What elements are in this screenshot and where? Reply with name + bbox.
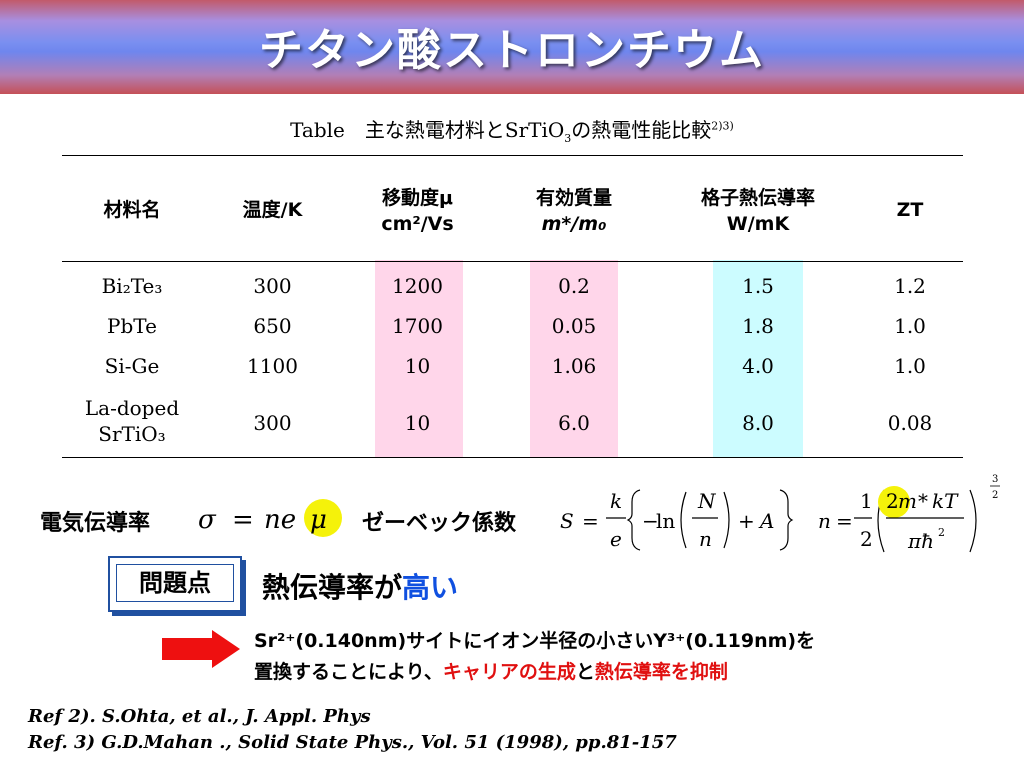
row2-mass: 0.05 xyxy=(551,314,597,338)
svg-text:A: A xyxy=(758,509,774,533)
row2-material: PbTe xyxy=(107,314,157,338)
slide-title: チタン酸ストロンチウム xyxy=(259,25,765,76)
header-temperature: 温度/K xyxy=(242,199,303,221)
row2-zt: 1.0 xyxy=(894,314,926,338)
issue-box: 問題点 xyxy=(108,556,242,612)
svg-text:2: 2 xyxy=(992,490,998,501)
svg-text:ln: ln xyxy=(656,509,675,533)
row4-zt: 0.08 xyxy=(887,411,933,435)
svg-text:kT: kT xyxy=(932,489,959,513)
svg-text:μ: μ xyxy=(310,505,327,535)
svg-text:3: 3 xyxy=(992,474,998,485)
svg-text:2: 2 xyxy=(860,527,873,551)
header-mass: 有効質量 xyxy=(535,187,612,209)
mass-column-highlight xyxy=(530,260,618,458)
svg-text:k: k xyxy=(610,489,622,513)
header-mobility-unit: cm²/Vs xyxy=(381,213,454,235)
svg-text:2: 2 xyxy=(886,489,899,513)
svg-text:+: + xyxy=(738,509,755,533)
issue-text: 熱伝導率が高い xyxy=(262,566,458,606)
svg-text:σ: σ xyxy=(198,505,217,535)
table-caption: Table 主な熱電材料とSrTiO3の熱電性能比較2)3) xyxy=(0,114,1024,145)
caption-text-suffix: の熱電性能比較 xyxy=(571,118,712,142)
svg-text:e: e xyxy=(610,527,622,551)
note-line1: Sr²⁺(0.140nm)サイトにイオン半径の小さいY³⁺(0.119nm)を xyxy=(254,630,816,652)
row1-kappa: 1.5 xyxy=(742,274,774,298)
reference-3: Ref. 3) G.D.Mahan ., Solid State Phys., … xyxy=(28,732,677,753)
svg-text:N: N xyxy=(697,489,717,513)
row3-material: Si-Ge xyxy=(104,354,160,378)
row3-mobility: 10 xyxy=(404,354,431,378)
row1-temp: 300 xyxy=(253,274,292,298)
reference-2: Ref 2). S.Ohta, et al., J. Appl. Phys xyxy=(28,706,371,727)
svg-text:S: S xyxy=(560,509,574,533)
header-kappa-unit: W/mK xyxy=(726,213,790,235)
row1-mass: 0.2 xyxy=(558,274,590,298)
note-suppress-thermal-conductivity: 熱伝導率を抑制 xyxy=(594,661,728,683)
header-kappa: 格子熱伝導率 xyxy=(700,187,815,209)
title-banner xyxy=(0,0,1024,94)
mobility-column-highlight xyxy=(375,260,463,458)
svg-text:2: 2 xyxy=(938,526,945,539)
caption-text: Table 主な熱電材料とSrTiO xyxy=(290,118,565,142)
row2-temp: 650 xyxy=(253,314,292,338)
svg-text:1: 1 xyxy=(860,489,873,513)
mu-highlight-circle xyxy=(304,499,342,537)
row3-kappa: 4.0 xyxy=(742,354,774,378)
caption-subscript: 3 xyxy=(564,132,572,145)
row4-mobility: 10 xyxy=(404,411,431,435)
row3-mass: 1.06 xyxy=(551,354,597,378)
row1-mobility: 1200 xyxy=(392,274,443,298)
svg-text:=: = xyxy=(582,509,599,533)
row4-material-line2: SrTiO₃ xyxy=(98,422,166,446)
svg-text:πħ: πħ xyxy=(907,529,934,553)
svg-text:n: n xyxy=(818,509,831,533)
header-mass-unit: m*/m₀ xyxy=(541,213,607,235)
row1-material: Bi₂Te₃ xyxy=(101,274,163,298)
issue-box-label: 問題点 xyxy=(116,564,234,602)
svg-text:=: = xyxy=(232,505,254,535)
row3-zt: 1.0 xyxy=(894,354,926,378)
row3-temp: 1100 xyxy=(247,354,298,378)
note-carrier-generation: キャリアの生成 xyxy=(442,661,576,683)
issue-text-prefix: 熱伝導率が xyxy=(262,571,403,604)
row4-kappa: 8.0 xyxy=(742,411,774,435)
svg-text:ne: ne xyxy=(264,505,296,535)
caption-superscript: 2)3) xyxy=(711,119,734,133)
seebeck-and-carrier-formulas: S = k e − ln N n + A n = 1 2 2 m * kT πħ… xyxy=(560,474,1000,553)
header-material: 材料名 xyxy=(103,199,161,221)
svg-text:−: − xyxy=(642,509,659,533)
conductivity-formula: σ = ne μ xyxy=(198,499,342,537)
svg-text:n: n xyxy=(699,527,712,551)
note-line2: 置換することにより、キャリアの生成と熱伝導率を抑制 xyxy=(254,657,728,684)
right-arrow-icon xyxy=(162,630,240,668)
table-header-rule xyxy=(62,261,963,262)
note-line2-mid: と xyxy=(575,661,595,683)
header-mobility: 移動度μ xyxy=(382,187,453,209)
row1-zt: 1.2 xyxy=(894,274,926,298)
svg-text:*: * xyxy=(918,489,928,513)
row2-kappa: 1.8 xyxy=(742,314,774,338)
svg-text:m: m xyxy=(898,489,917,513)
row2-mobility: 1700 xyxy=(392,314,443,338)
row4-temp: 300 xyxy=(253,411,292,435)
row4-material-line1: La-doped xyxy=(84,396,180,420)
table-top-rule xyxy=(62,155,963,156)
header-zt: ZT xyxy=(896,199,924,221)
kappa-column-highlight xyxy=(713,260,803,458)
conductivity-label: 電気伝導率 xyxy=(40,511,151,536)
row4-mass: 6.0 xyxy=(558,411,590,435)
issue-text-highlight: 高い xyxy=(402,571,459,604)
seebeck-label: ゼーベック係数 xyxy=(362,511,517,536)
svg-text:=: = xyxy=(836,509,853,533)
table-bottom-rule xyxy=(62,457,963,458)
note-line2-prefix: 置換することにより、 xyxy=(254,661,443,683)
mass-highlight-circle xyxy=(878,486,910,518)
